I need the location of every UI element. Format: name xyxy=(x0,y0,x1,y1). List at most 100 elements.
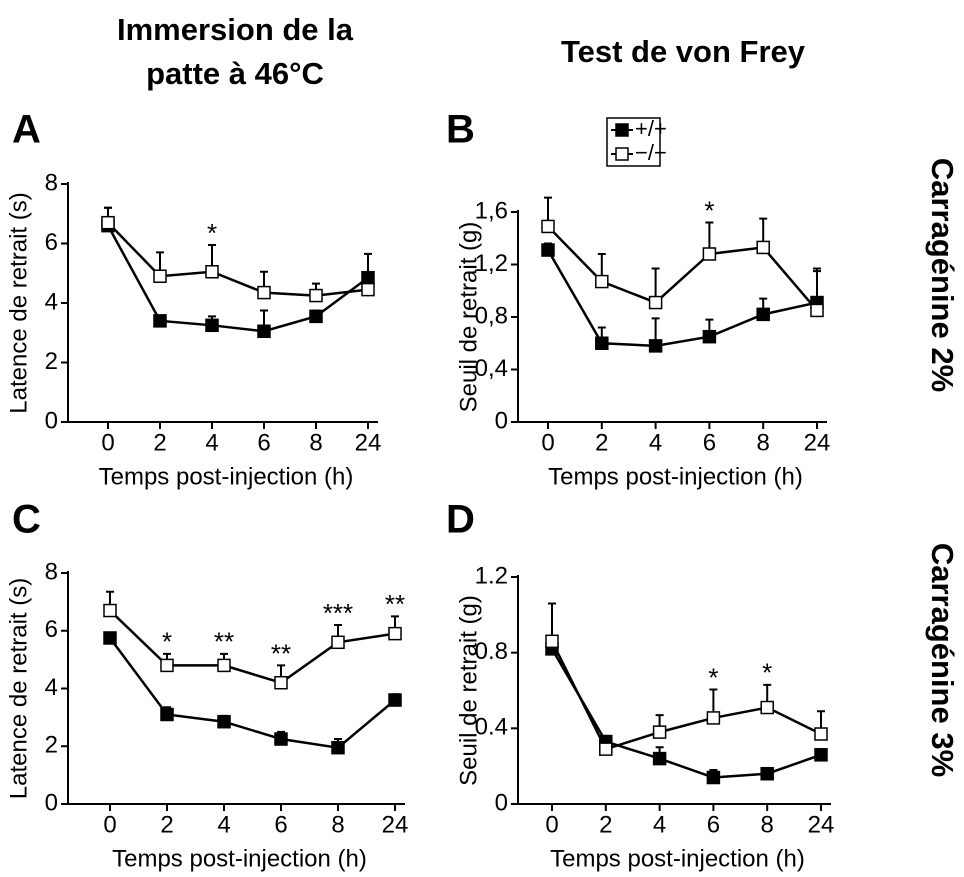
x-axis-label: Temps post-injection (h) xyxy=(550,845,805,872)
marker xyxy=(702,247,717,261)
x-tick-label: 8 xyxy=(309,429,322,456)
legend-marker xyxy=(615,147,629,161)
marker xyxy=(331,635,345,650)
marker xyxy=(760,700,774,715)
series-line xyxy=(546,249,818,348)
x-tick-label: 0 xyxy=(101,429,114,456)
x-tick-label: 8 xyxy=(757,429,770,456)
y-axis-label: Seuil de retrait (g) xyxy=(455,222,482,413)
series-line xyxy=(107,221,369,297)
y-tick-label: 1.2 xyxy=(475,562,508,589)
marker xyxy=(756,307,770,322)
marker xyxy=(160,707,174,722)
marker xyxy=(706,711,721,725)
series-line xyxy=(550,640,822,751)
x-tick-label: 4 xyxy=(653,811,666,838)
y-tick-label: 6 xyxy=(45,229,58,256)
marker xyxy=(217,714,231,729)
series-line xyxy=(550,648,822,779)
marker xyxy=(217,658,231,673)
x-tick-label: 8 xyxy=(761,811,774,838)
significance: * xyxy=(162,627,172,657)
x-tick-label: 0 xyxy=(541,429,554,456)
legend-marker xyxy=(615,123,629,137)
marker xyxy=(309,309,323,324)
y-tick-label: 1,6 xyxy=(475,197,508,224)
marker xyxy=(756,240,770,255)
significance: * xyxy=(207,218,217,248)
marker xyxy=(702,329,717,344)
marker xyxy=(331,740,345,755)
series-line xyxy=(108,637,396,750)
y-tick-label: 2 xyxy=(45,348,58,375)
column-header: patte à 46°C xyxy=(146,56,324,91)
column-header: Immersion de la xyxy=(117,12,354,47)
marker xyxy=(101,215,115,230)
series-line xyxy=(106,225,369,333)
column-header: Test de von Frey xyxy=(561,34,806,69)
y-axis-label: Seuil de retrait (g) xyxy=(455,595,482,786)
y-tick-label: 0 xyxy=(45,407,58,434)
legend-label: −/− xyxy=(635,140,667,165)
x-tick-label: 0 xyxy=(103,811,116,838)
y-axis-label: Latence de retrait (s) xyxy=(5,578,32,799)
marker xyxy=(648,339,663,353)
y-tick-label: 4 xyxy=(45,674,58,701)
x-tick-label: 2 xyxy=(599,811,612,838)
marker xyxy=(652,751,667,766)
marker xyxy=(361,282,375,297)
x-tick-label: 8 xyxy=(331,811,344,838)
x-tick-label: 6 xyxy=(703,429,716,456)
marker xyxy=(545,634,559,649)
x-tick-label: 6 xyxy=(274,811,287,838)
marker xyxy=(160,658,174,673)
x-tick-label: 6 xyxy=(257,429,270,456)
x-tick-label: 4 xyxy=(217,811,230,838)
marker xyxy=(760,766,774,781)
marker xyxy=(361,270,375,285)
y-tick-label: 8 xyxy=(45,169,58,196)
marker xyxy=(595,336,609,350)
x-axis-label: Temps post-injection (h) xyxy=(99,463,354,490)
marker xyxy=(205,265,219,279)
marker xyxy=(388,693,402,707)
marker xyxy=(541,219,555,234)
marker xyxy=(648,295,663,310)
marker xyxy=(814,727,828,741)
x-axis-label: Temps post-injection (h) xyxy=(112,845,367,872)
marker xyxy=(257,324,271,339)
marker xyxy=(541,243,555,257)
marker xyxy=(814,748,828,762)
y-tick-label: 0 xyxy=(495,789,508,816)
panel-letter: D xyxy=(446,498,475,542)
marker xyxy=(103,603,117,618)
row-label: Carragénine 2% xyxy=(925,158,960,392)
marker xyxy=(257,285,271,300)
x-tick-label: 2 xyxy=(160,811,173,838)
y-tick-label: 2 xyxy=(45,732,58,759)
x-tick-label: 24 xyxy=(808,811,835,838)
panel-letter: B xyxy=(446,108,475,152)
marker xyxy=(599,742,613,756)
y-tick-label: 6 xyxy=(45,616,58,643)
marker xyxy=(309,288,323,303)
legend-label: +/+ xyxy=(635,116,667,141)
marker xyxy=(810,303,824,318)
x-tick-label: 24 xyxy=(355,429,382,456)
marker xyxy=(652,725,667,739)
significance: *** xyxy=(323,598,353,628)
marker xyxy=(205,318,219,333)
x-tick-label: 6 xyxy=(707,811,720,838)
y-tick-label: 4 xyxy=(45,288,58,315)
marker xyxy=(153,314,167,328)
marker xyxy=(274,732,288,746)
marker xyxy=(153,269,167,283)
y-tick-label: 8 xyxy=(45,558,58,585)
row-label: Carragénine 3% xyxy=(925,543,960,777)
y-tick-label: 0,8 xyxy=(475,302,508,329)
x-tick-label: 2 xyxy=(595,429,608,456)
panel-letter: A xyxy=(12,108,41,152)
marker xyxy=(706,770,721,785)
x-tick-label: 4 xyxy=(205,429,218,456)
